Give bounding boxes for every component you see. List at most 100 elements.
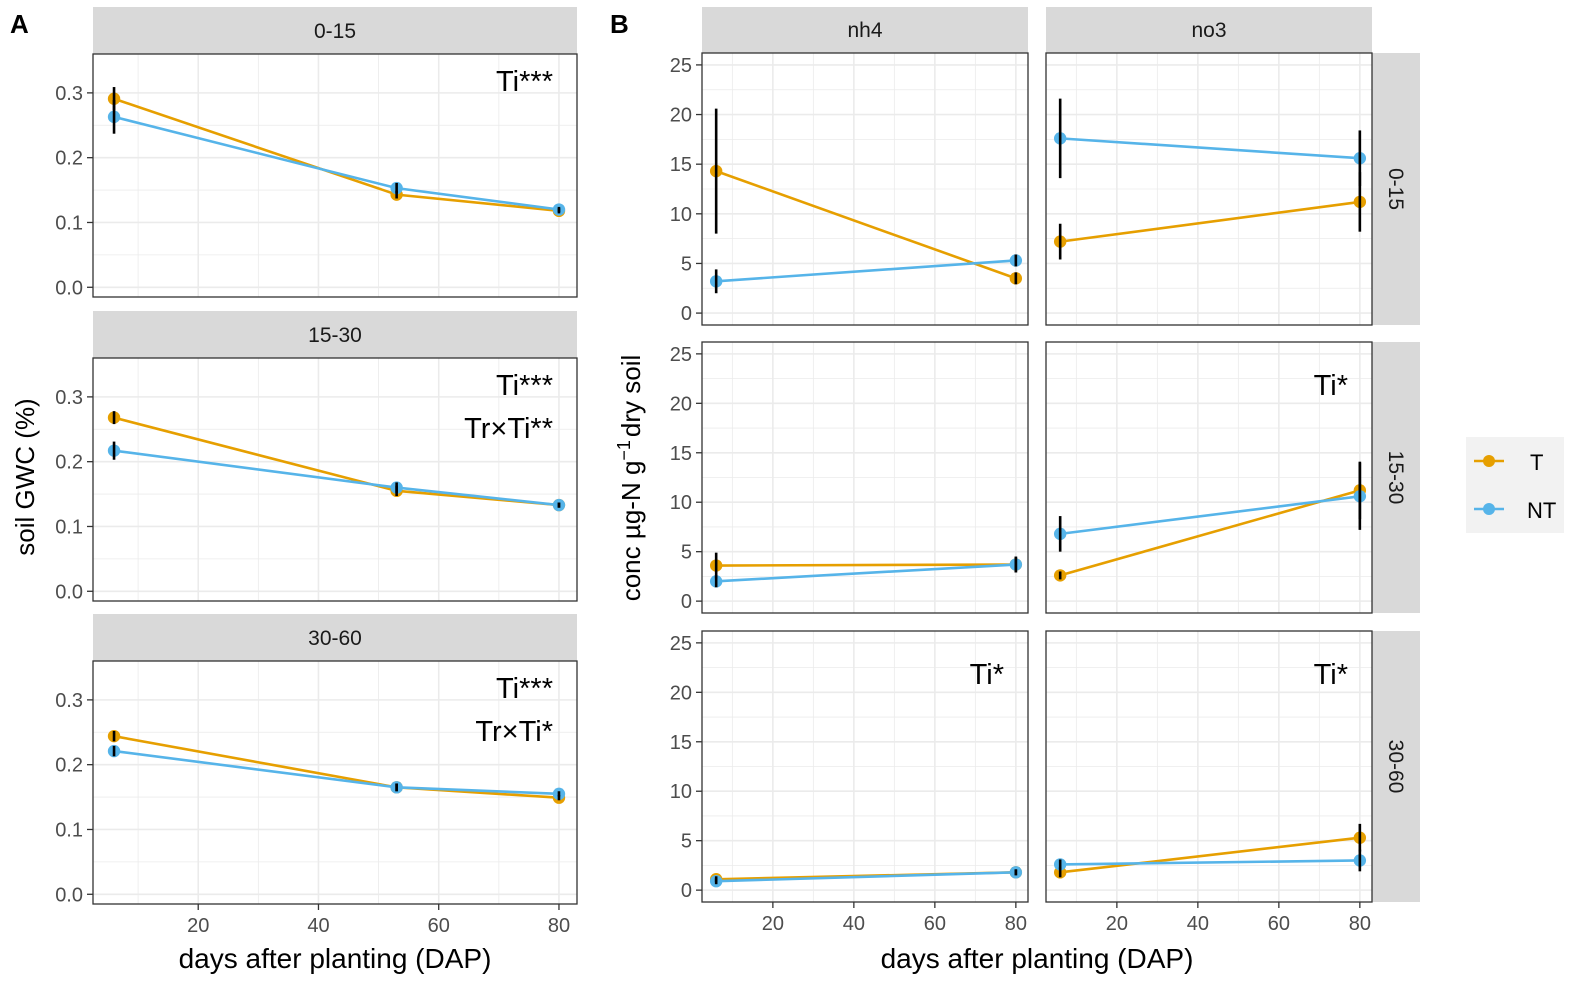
panel-a-strip-label: 15-30 [308, 324, 362, 347]
panel-a-facet-2-x-tick-label: 20 [187, 915, 209, 937]
panel-b-facet-5-x-tick-label: 60 [1268, 913, 1290, 935]
panel-b-facet-4-y-tick-label: 10 [670, 781, 692, 803]
panel-a-facet-2-x-tick-label: 80 [548, 915, 570, 937]
panel-a-facet-2-x-tick-label: 40 [307, 915, 329, 937]
panel-b-col-strip-label: no3 [1191, 19, 1226, 42]
panel-b-facet-4-x-tick-label: 20 [762, 913, 784, 935]
panel-b-facet-4-y-tick-label: 15 [670, 732, 692, 754]
panel-b-col-strip-1 [1046, 7, 1372, 53]
panel-a-facet-0-y-tick-label: 0.2 [55, 148, 83, 170]
panel-b-facet-2-series-t-line [716, 563, 1016, 567]
panel-b-facet-5-series-nt-line [1060, 859, 1360, 866]
panel-a-facet-2-series-nt-line [113, 749, 560, 796]
panel-b-facet-1-series-nt-line [1060, 137, 1360, 160]
panel-b-row-strip-0 [1372, 53, 1420, 325]
panel-b-facet-2-y-tick-label: 10 [670, 492, 692, 514]
panel-b-facet-2-y-tick-label: 15 [670, 443, 692, 465]
legend-label-nt: NT [1527, 498, 1556, 523]
panel-a-strip-2 [93, 614, 577, 661]
panel-b-facet-4-series-nt-line [716, 871, 1016, 883]
legend-label-t: T [1530, 450, 1543, 475]
panel-b-facet-4-x-tick-label: 60 [924, 913, 946, 935]
legend-key-point-nt [1483, 503, 1495, 515]
panel-a-facet-1-series-nt-line [113, 449, 560, 507]
panel-b-row-strip-label: 0-15 [1384, 168, 1407, 210]
panel-b-facet-5-stat-annotation: Ti* [1314, 659, 1348, 691]
panel-a-facet-2-stat-annotation: Tr×Ti* [475, 716, 553, 748]
panel-b-facet-0-y-tick-label: 0 [681, 303, 692, 325]
panel-b-row-strip-label: 30-60 [1384, 740, 1407, 794]
panel-b-row-strip-1 [1372, 342, 1420, 613]
panel-a-facet-0-y-tick-label: 0.1 [55, 212, 83, 234]
panel-a-facet-1-stat-annotation: Ti*** [496, 370, 553, 402]
panel-a-facet-0-y-tick-label: 0.3 [55, 83, 83, 105]
panel-b-facet-5-series-t-line [1060, 836, 1361, 874]
panel-b-facet-4-y-tick-label: 0 [681, 880, 692, 902]
panel-b-facet-1-series-t-line [1060, 200, 1361, 243]
panel-b-facet-4-x-tick-label: 40 [843, 913, 865, 935]
panel-b-facet-4-y-tick-label: 5 [681, 831, 692, 853]
panel-b-facet-0-y-tick-label: 10 [670, 204, 692, 226]
panel-b-facet-0-y-tick-label: 20 [670, 105, 692, 127]
panel-b-facet-5-x-tick-label: 20 [1106, 913, 1128, 935]
panel-a-facet-2-x-tick-label: 60 [428, 915, 450, 937]
panel-a-facet-2-y-tick-label: 0.3 [55, 690, 83, 712]
panel-a-strip-label: 0-15 [314, 20, 356, 43]
panel-a-strip-1 [93, 311, 577, 358]
panel-a-facet-1-stat-annotation: Tr×Ti** [464, 413, 553, 445]
panel-a-facet-1-panel-border [92, 357, 578, 602]
panel-b-y-axis-title: conc µg-N g−1 dry soil [614, 355, 646, 602]
panel-b-row-strip-2 [1372, 631, 1420, 902]
panel-b-facet-0-series-nt-line [716, 259, 1016, 283]
legend-background [1466, 437, 1564, 533]
panel-b-facet-2-y-tick-label: 20 [670, 393, 692, 415]
panel-a-facet-0-y-tick-label: 0.0 [55, 277, 83, 299]
panel-a-facet-1-y-tick-label: 0.3 [55, 387, 83, 409]
panel-a-facet-1-y-tick-label: 0.1 [55, 516, 83, 538]
panel-b-facet-4-stat-annotation: Ti* [970, 659, 1004, 691]
panel-b-facet-0-y-tick-label: 5 [681, 253, 692, 275]
panel-b-facet-2-series-nt-line [716, 563, 1016, 583]
panel-a-facet-0-series-nt-line [113, 115, 560, 211]
panel-a-facet-1-y-tick-label: 0.0 [55, 581, 83, 603]
panel-b-facet-2-y-tick-label: 0 [681, 591, 692, 613]
panel-a-facet-2-y-tick-label: 0.1 [55, 819, 83, 841]
panel-b-col-strip-label: nh4 [847, 19, 882, 42]
panel-b-facet-0-y-tick-label: 15 [670, 154, 692, 176]
panel-b-x-axis-title: days after planting (DAP) [881, 943, 1194, 974]
panel-b-facet-3-series-nt-line [1060, 495, 1361, 536]
panel-a-facet-2-panel-border [92, 660, 578, 905]
panel-b-facet-3-series-t-line [1059, 489, 1361, 577]
panel-b-col-strip-0 [702, 7, 1028, 53]
panel-b-facet-5-panel-border [1045, 630, 1373, 903]
panel-b-facet-5-x-tick-label: 40 [1187, 913, 1209, 935]
panel-b-facet-4-panel-border [701, 630, 1029, 903]
panel-a-facet-2-y-tick-label: 0.0 [55, 884, 83, 906]
panel-label-b: B [610, 9, 629, 39]
panel-a-strip-label: 30-60 [308, 627, 362, 650]
panel-a-facet-1-y-tick-label: 0.2 [55, 452, 83, 474]
legend: T NT [1466, 437, 1564, 533]
panel-a-x-axis-title: days after planting (DAP) [179, 943, 492, 974]
panel-a-facet-0-stat-annotation: Ti*** [496, 66, 553, 98]
panel-b-y-title-main: conc µg-N g [616, 461, 646, 602]
panel-b-facet-4-y-tick-label: 25 [670, 633, 692, 655]
panel-b-facet-1-panel-border [1045, 52, 1373, 326]
panel-b-facet-3-stat-annotation: Ti* [1314, 370, 1348, 402]
panel-b-facet-5-x-tick-label: 80 [1349, 913, 1371, 935]
panel-a-strip-0 [93, 7, 577, 54]
panel-b-facet-0-panel-border [701, 52, 1029, 326]
panel-a-facet-0-series-t-line [113, 97, 560, 213]
panel-b-y-title-tail: dry soil [616, 355, 646, 437]
panel-b-facet-4-x-tick-label: 80 [1005, 913, 1027, 935]
panel-a-y-axis-title: soil GWC (%) [10, 398, 40, 555]
panel-b-facet-2-panel-border [701, 341, 1029, 614]
panel-b-facet-0-y-tick-label: 25 [670, 55, 692, 77]
panel-label-a: A [10, 9, 29, 39]
panel-a-facet-2-y-tick-label: 0.2 [55, 755, 83, 777]
panel-a-facet-2-stat-annotation: Ti*** [496, 673, 553, 705]
legend-key-point-t [1483, 455, 1495, 467]
panel-b-row-strip-label: 15-30 [1384, 451, 1407, 505]
panel-b-y-title-exponent: −1 [614, 440, 634, 461]
